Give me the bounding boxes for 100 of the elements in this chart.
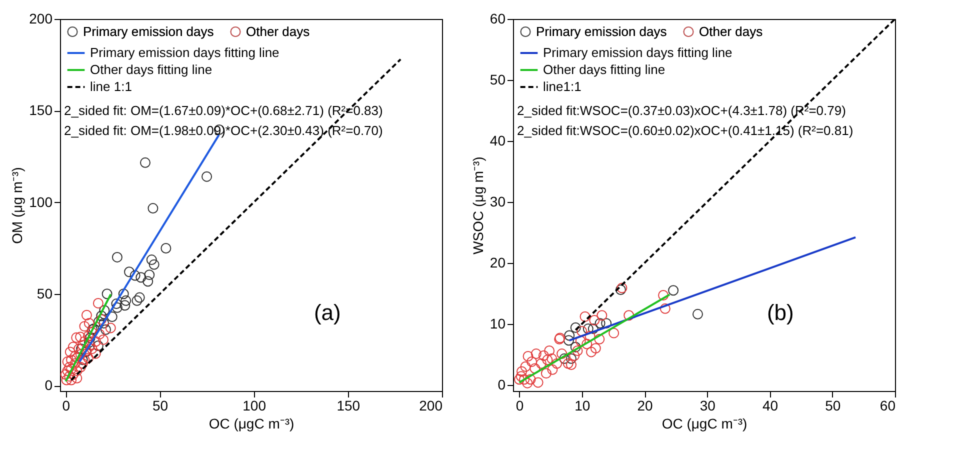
- point: [102, 288, 112, 300]
- y-tick-label: 0: [44, 377, 53, 393]
- x-tick-label: 0: [62, 398, 70, 414]
- point: [79, 336, 90, 347]
- point: [594, 318, 606, 329]
- point: [569, 350, 580, 361]
- point: [692, 308, 703, 320]
- annotation: 2_sided fit: OM=(1.67±0.09)*OC+(0.68±2.71) (R²=0.83): [64, 103, 383, 118]
- legend-label: Primary emission days fitting line: [543, 45, 732, 60]
- point: [586, 346, 597, 358]
- point: [668, 285, 679, 296]
- point: [96, 310, 107, 322]
- point: [112, 252, 122, 262]
- point: [559, 353, 570, 364]
- legend-label: Other days: [246, 24, 310, 39]
- point: [144, 270, 155, 280]
- y-tick-label: 10: [490, 315, 506, 332]
- point: [526, 356, 538, 367]
- y-axis-title: OM (μg m⁻³): [9, 167, 26, 244]
- x-tick-label: 30: [700, 398, 716, 414]
- x-tick-label: 100: [242, 398, 266, 414]
- legend-label: Other days: [699, 24, 764, 39]
- x-tick-label: 200: [419, 398, 443, 414]
- y-tick-label: 20: [490, 254, 506, 270]
- point: [75, 332, 86, 342]
- legend-label: Other days fitting line: [543, 62, 666, 77]
- point: [81, 310, 92, 320]
- annotation: 2_sided fit:WSOC=(0.37±0.03)xOC+(4.3±1.78) (R²=0.79): [517, 103, 846, 118]
- point: [540, 368, 552, 379]
- point: [525, 374, 536, 385]
- y-axis-title: WSOC (μg m⁻³): [470, 156, 486, 254]
- point: [563, 335, 574, 346]
- annotation: (b): [766, 300, 794, 325]
- point: [86, 344, 98, 354]
- x-tick-label: 60: [880, 398, 896, 414]
- y-tick-label: 60: [490, 10, 506, 26]
- point: [566, 353, 576, 364]
- point: [514, 374, 525, 385]
- point: [75, 362, 86, 372]
- x-tick-label: 150: [336, 398, 360, 414]
- point: [71, 332, 82, 343]
- y-tick-label: 50: [36, 285, 53, 302]
- point: [148, 259, 160, 270]
- point: [520, 361, 531, 372]
- point: [566, 360, 576, 370]
- legend-label: line1:1: [543, 79, 582, 94]
- point: [589, 315, 600, 326]
- point: [160, 243, 172, 254]
- point: [536, 358, 546, 369]
- point: [99, 305, 110, 316]
- point: [658, 290, 669, 300]
- point: [590, 343, 601, 354]
- point: [519, 374, 530, 385]
- point: [624, 310, 634, 321]
- x-tick-label: 10: [574, 398, 590, 414]
- point: [202, 171, 212, 182]
- x-axis-title: OC (μgC m⁻³): [208, 416, 294, 432]
- annotation: 2_sided fit:WSOC=(0.60±0.02)xOC+(0.41±1.15) (R²=0.81): [517, 123, 854, 138]
- point: [556, 348, 568, 360]
- y-tick-label: 40: [490, 132, 506, 148]
- point: [538, 350, 549, 361]
- annotation: (a): [314, 300, 341, 325]
- x-tick-label: 20: [637, 398, 654, 414]
- point: [118, 288, 129, 300]
- point: [120, 295, 132, 306]
- point: [111, 298, 122, 310]
- point: [562, 358, 574, 369]
- point: [588, 324, 598, 334]
- point: [79, 321, 90, 332]
- point: [142, 276, 154, 287]
- point: [70, 358, 80, 369]
- point: [582, 338, 592, 350]
- point: [608, 328, 620, 338]
- legend-label: Other days fitting line: [90, 62, 212, 77]
- point: [544, 346, 555, 356]
- y-tick-label: 50: [490, 71, 506, 88]
- x-axis-title: OC (μgC m⁻³): [662, 416, 748, 432]
- point: [522, 351, 534, 362]
- point: [516, 366, 528, 377]
- point: [61, 374, 72, 386]
- legend-label: line 1:1: [90, 79, 132, 94]
- point: [140, 157, 150, 168]
- point: [100, 324, 111, 335]
- point: [570, 342, 581, 352]
- x-tick-label: 50: [152, 398, 168, 414]
- point: [601, 318, 612, 329]
- legend-label: Primary emission days: [83, 24, 214, 39]
- point: [132, 295, 142, 306]
- point: [94, 328, 105, 340]
- point: [596, 310, 608, 321]
- point: [62, 356, 73, 367]
- point: [542, 354, 553, 366]
- point: [68, 342, 78, 352]
- legend-label: Primary emission days fitting line: [90, 45, 280, 60]
- point: [594, 334, 605, 344]
- point: [86, 327, 98, 338]
- point: [552, 358, 562, 369]
- point: [92, 298, 104, 308]
- y-tick-label: 100: [29, 194, 53, 210]
- point: [530, 348, 542, 360]
